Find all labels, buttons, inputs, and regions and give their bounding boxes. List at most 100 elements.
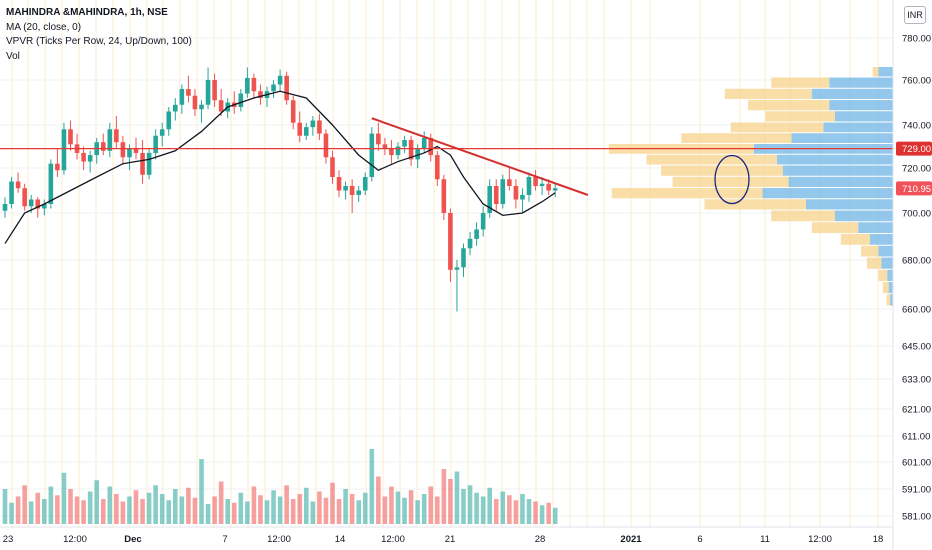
volume-bar bbox=[238, 492, 244, 524]
currency-button[interactable]: INR bbox=[904, 6, 926, 24]
price-axis[interactable]: 780.00 760.00 740.00 720.00 700.00 680.00 660.… bbox=[902, 34, 931, 523]
price-tick-label: 720.00 bbox=[902, 164, 931, 175]
volume-bar bbox=[74, 496, 80, 524]
volume-bar bbox=[454, 471, 460, 524]
volume-bar bbox=[493, 499, 499, 524]
volume-bar bbox=[533, 501, 538, 524]
volume-bars bbox=[2, 449, 558, 524]
vpvr-down-bar bbox=[861, 245, 879, 257]
candle-body bbox=[317, 120, 322, 134]
candle-body bbox=[467, 238, 473, 249]
candle-body bbox=[310, 120, 316, 128]
volume-bar bbox=[133, 490, 139, 524]
volume-bar bbox=[55, 495, 60, 524]
volume-bar bbox=[297, 494, 303, 524]
moving-average-line bbox=[4, 90, 556, 244]
ma-legend[interactable]: MA (20, close, 0) bbox=[6, 21, 82, 33]
symbol-legend[interactable]: MAHINDRA &MAHINDRA, 1h, NSE bbox=[6, 7, 168, 18]
volume-bar bbox=[166, 500, 172, 524]
volume-bar bbox=[349, 494, 355, 524]
volume-bar bbox=[369, 449, 375, 524]
volume-bar bbox=[284, 485, 289, 524]
vpvr-up-bar bbox=[890, 294, 893, 306]
volume-bar bbox=[507, 495, 512, 524]
candle-body bbox=[507, 179, 512, 186]
volume-bar bbox=[28, 501, 34, 524]
price-tick-label: 680.00 bbox=[902, 256, 931, 267]
time-tick-label: 12:00 bbox=[808, 534, 832, 545]
volume-bar bbox=[258, 495, 263, 524]
vpvr-up-bar bbox=[878, 67, 893, 77]
candle-body bbox=[159, 129, 165, 136]
vpvr-legend[interactable]: VPVR (Ticks Per Row, 24, Up/Down, 100) bbox=[6, 36, 192, 47]
vpvr-down-bar bbox=[886, 294, 891, 306]
price-tick-label: 700.00 bbox=[902, 209, 931, 220]
candle-body bbox=[520, 195, 525, 200]
vpvr-up-bar bbox=[782, 165, 893, 176]
candle-body bbox=[552, 188, 558, 191]
candle-body bbox=[100, 142, 106, 151]
candle-body bbox=[277, 75, 283, 85]
candle-body bbox=[35, 199, 41, 209]
time-tick-label: 11 bbox=[760, 534, 770, 545]
volume-bar bbox=[310, 501, 316, 524]
trendline[interactable] bbox=[371, 117, 589, 196]
vpvr-down-bar bbox=[872, 67, 879, 77]
volume-bar bbox=[100, 499, 106, 524]
volume-bar bbox=[264, 500, 270, 524]
time-axis[interactable]: 23 12:00 Dec 7 12:00 14 12:00 21 28 2021 6 11 12:00 1… bbox=[3, 534, 884, 545]
candle-body bbox=[212, 80, 217, 101]
candle-body bbox=[179, 89, 185, 105]
vpvr-up-bar bbox=[806, 199, 893, 210]
volume-bar bbox=[356, 500, 361, 524]
candle-body bbox=[349, 186, 355, 195]
candle-body bbox=[120, 142, 126, 158]
annotation-circle[interactable] bbox=[714, 154, 750, 205]
candle-body bbox=[533, 177, 538, 186]
price-tag-label: 729.00 bbox=[902, 144, 931, 155]
vpvr-up-bar bbox=[777, 154, 893, 165]
time-tick-label: 7 bbox=[222, 534, 227, 545]
volume-bar bbox=[81, 500, 86, 524]
vol-legend[interactable]: Vol bbox=[6, 50, 20, 62]
volume-bar bbox=[317, 491, 322, 524]
vpvr-up-bar bbox=[858, 222, 893, 233]
volume-bar bbox=[526, 499, 532, 524]
volume-bar bbox=[421, 494, 427, 524]
volume-bar bbox=[251, 486, 257, 524]
candle-body bbox=[513, 186, 519, 200]
volume-bar bbox=[343, 489, 348, 524]
price-tick-label: 780.00 bbox=[902, 34, 931, 45]
volume-bar bbox=[231, 502, 237, 524]
candle-body bbox=[258, 91, 263, 98]
price-tick-label: 621.00 bbox=[902, 405, 931, 416]
volume-bar bbox=[205, 504, 211, 524]
candle-body bbox=[435, 155, 440, 180]
candle-body bbox=[48, 163, 54, 204]
candle-body bbox=[186, 89, 191, 96]
volume-bar bbox=[87, 491, 93, 524]
candle-body bbox=[474, 229, 479, 239]
volume-bar bbox=[435, 496, 440, 524]
volume-bar bbox=[2, 489, 8, 524]
volume-bar bbox=[546, 502, 551, 524]
candle-body bbox=[480, 213, 486, 230]
candle-body bbox=[81, 152, 86, 162]
volume-bar bbox=[395, 491, 401, 524]
candle-body bbox=[539, 183, 545, 186]
candle-body bbox=[271, 84, 276, 92]
volume-bar bbox=[218, 481, 224, 524]
vpvr-up-bar bbox=[788, 176, 893, 187]
price-tag-box bbox=[896, 141, 932, 156]
price-tick-label: 633.00 bbox=[902, 375, 931, 386]
candle-body bbox=[146, 152, 152, 175]
candle-body bbox=[304, 127, 309, 136]
volume-bar bbox=[480, 496, 486, 524]
price-tick-label: 591.00 bbox=[902, 485, 931, 496]
vpvr-down-bar bbox=[811, 222, 859, 233]
volume-bar bbox=[159, 494, 165, 524]
volume-bar bbox=[336, 499, 342, 524]
candle-body bbox=[369, 133, 375, 177]
candle-body bbox=[55, 163, 60, 171]
